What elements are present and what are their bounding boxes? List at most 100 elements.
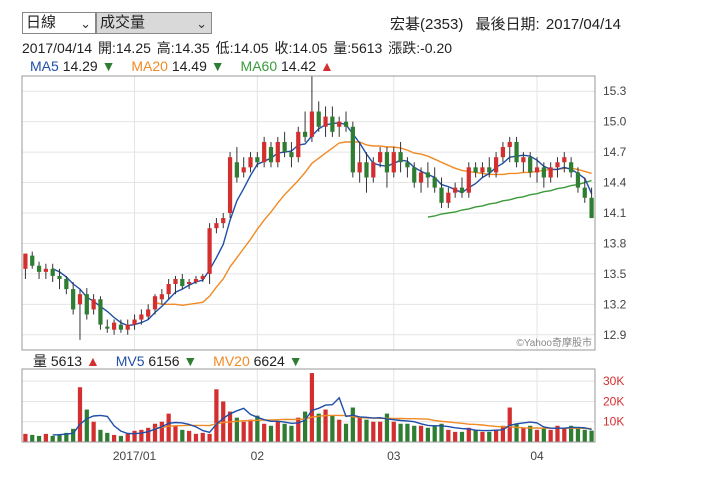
volume-tick-label: 30K: [603, 374, 624, 388]
candle-body: [296, 131, 301, 158]
candle-body: [343, 121, 349, 127]
candle-body: [302, 131, 308, 137]
candle-body: [541, 167, 546, 178]
candle-body: [350, 126, 355, 173]
volume-bar: [50, 435, 55, 442]
indicator-select[interactable]: 成交量 ⌄: [96, 12, 212, 34]
volume-bar: [589, 430, 594, 442]
volume-label: 量: [33, 353, 47, 369]
volume-bar: [221, 401, 226, 442]
volume-bar: [241, 421, 246, 442]
volume-bar: [139, 429, 144, 442]
volume-bar: [36, 435, 42, 442]
volume-bar: [357, 417, 362, 442]
ma60-legend: MA60 14.42 ▲: [241, 58, 334, 74]
volume-bar: [528, 425, 533, 442]
candle-body: [152, 296, 158, 310]
volume-bar: [371, 421, 376, 442]
volume-bar: [262, 423, 267, 442]
candle-body: [534, 167, 540, 173]
chevron-down-icon: ⌄: [196, 16, 207, 31]
candle-body: [589, 197, 594, 219]
indicator-select-value: 成交量: [100, 14, 146, 31]
stock-title: 宏碁(2353) 最後日期: 2017/04/14: [390, 13, 629, 34]
candle-body: [36, 265, 42, 272]
candle-body: [268, 147, 274, 163]
candle-body: [432, 177, 437, 188]
candle-body: [330, 116, 335, 132]
volume-bar: [118, 435, 124, 442]
candle-body: [575, 172, 581, 188]
candle-body: [227, 157, 233, 213]
mv20-legend: MV20 6624 ▼: [213, 353, 302, 369]
candle-body: [180, 278, 185, 287]
quote-bar: 2017/04/14 開:14.25 高:14.35 低:14.05 收:14.…: [22, 38, 454, 58]
quote-change: 漲跌:-0.20: [388, 40, 453, 56]
volume-legend-item: 量 5613 ▲: [33, 353, 104, 369]
price-tick-label: 13.8: [603, 236, 627, 250]
ma-legend: MA5 14.29 ▼ MA20 14.49 ▼ MA60 14.42 ▲: [30, 58, 346, 74]
volume-bar: [343, 423, 349, 442]
volume-bar: [166, 413, 171, 442]
candle-body: [418, 172, 424, 183]
volume-bar: [405, 423, 410, 442]
volume-bar: [77, 387, 83, 442]
volume-bar: [159, 421, 164, 442]
candle-body: [487, 167, 492, 173]
candlesticks: [23, 76, 594, 340]
volume-bar: [446, 429, 451, 442]
candle-body: [446, 192, 451, 203]
volume-bar: [432, 425, 437, 442]
ma5-line: [52, 121, 593, 327]
candle-body: [214, 223, 219, 229]
candle-body: [289, 152, 294, 158]
volume-bar: [453, 431, 458, 442]
volume-bar: [43, 433, 48, 442]
volume-tick-label: 10K: [603, 415, 624, 429]
candle-body: [50, 268, 55, 276]
candle-body: [91, 299, 96, 310]
chevron-down-icon: ⌄: [80, 16, 91, 31]
period-select[interactable]: 日線 ⌄: [22, 12, 96, 34]
volume-bar: [459, 431, 465, 442]
candle-body: [384, 152, 390, 173]
candle-body: [521, 157, 526, 163]
volume-bar: [555, 425, 560, 442]
volume-bar: [466, 427, 471, 442]
volume-bar: [289, 425, 294, 442]
candle-body: [241, 167, 246, 173]
volume-bar: [248, 419, 253, 442]
volume-bar: [71, 428, 76, 442]
candle-body: [118, 324, 124, 330]
mv5-label: MV5: [115, 353, 145, 369]
volume-bar: [255, 415, 260, 442]
volume-bar: [84, 409, 89, 442]
volume-bar: [91, 421, 96, 442]
ma20-legend: MA20 14.49 ▼: [131, 58, 228, 74]
candle-body: [323, 116, 328, 127]
volume-bar: [214, 389, 219, 442]
candle-body: [207, 228, 212, 274]
candle-body: [64, 278, 69, 290]
volume-bar: [152, 423, 158, 442]
volume-bar: [473, 429, 478, 442]
candle-body: [548, 167, 553, 178]
date-tick-label: 2017/01: [113, 449, 157, 463]
candle-body: [562, 157, 567, 163]
candle-body: [528, 157, 533, 173]
volume-bar: [412, 425, 417, 442]
mv20-value: 6624: [253, 353, 285, 369]
candle-body: [453, 187, 458, 193]
candle-body: [282, 141, 287, 153]
volume-bar: [514, 423, 519, 442]
candle-body: [84, 294, 89, 315]
price-axis: 15.3 15.0 14.7 14.4 14.1 13.8 13.5 13.2 12.9: [603, 84, 627, 342]
volume-bar: [23, 433, 28, 442]
ma60-label: MA60: [240, 58, 278, 74]
down-arrow-icon: ▼: [288, 353, 303, 369]
volume-bar: [193, 433, 199, 442]
candle-body: [159, 294, 164, 300]
candle-body: [371, 162, 376, 178]
candle-body: [125, 324, 130, 330]
